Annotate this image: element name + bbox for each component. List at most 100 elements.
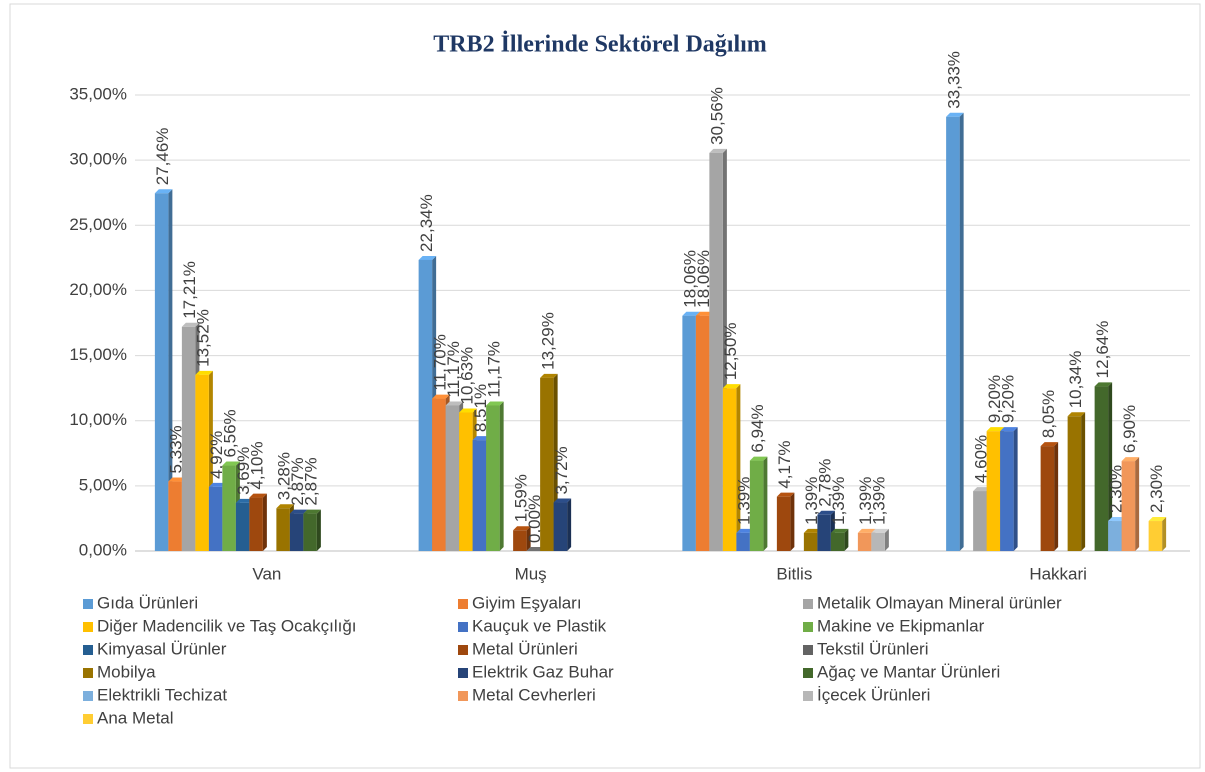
bar-side bbox=[168, 189, 173, 552]
bar-side bbox=[499, 401, 504, 551]
bar-side bbox=[1054, 442, 1059, 551]
bar bbox=[986, 431, 1001, 551]
bar-top bbox=[235, 498, 254, 503]
bar bbox=[749, 460, 764, 551]
bar-side bbox=[567, 498, 572, 551]
data-label: 1,59% bbox=[511, 474, 530, 522]
bar-top bbox=[986, 427, 1005, 432]
bar-top bbox=[445, 401, 464, 406]
bar-top bbox=[1121, 457, 1140, 462]
bar-top bbox=[486, 401, 504, 406]
bar bbox=[418, 259, 433, 551]
legend-label: Metal Ürünleri bbox=[472, 639, 578, 658]
bar bbox=[486, 405, 500, 551]
bar bbox=[682, 315, 696, 551]
legend-swatch bbox=[803, 691, 813, 701]
bar bbox=[276, 508, 290, 551]
data-label: 4,10% bbox=[248, 441, 267, 489]
bar bbox=[553, 502, 568, 551]
bar-side bbox=[1081, 412, 1086, 551]
bar-top bbox=[276, 504, 294, 509]
bar-top bbox=[303, 509, 321, 514]
bar-top bbox=[1040, 442, 1059, 447]
legend-label: İçecek Ürünleri bbox=[817, 685, 930, 704]
bar-side bbox=[316, 509, 321, 551]
data-label: 18,06% bbox=[681, 250, 700, 308]
legend-label: Elektrik Gaz Buhar bbox=[472, 662, 614, 681]
data-label: 5,33% bbox=[167, 425, 186, 473]
bar bbox=[817, 514, 831, 551]
bar-top bbox=[195, 370, 213, 375]
data-label: 6,90% bbox=[1120, 405, 1139, 453]
legend-swatch bbox=[803, 599, 813, 609]
data-label: 1,39% bbox=[856, 477, 875, 525]
bar-side bbox=[526, 526, 531, 551]
bar bbox=[540, 377, 554, 551]
data-label: 1,39% bbox=[735, 477, 754, 525]
bar bbox=[235, 502, 250, 551]
bar-top bbox=[513, 526, 531, 531]
data-label: 4,92% bbox=[207, 431, 226, 479]
bar-top bbox=[1108, 517, 1126, 522]
bar-top bbox=[289, 509, 308, 514]
data-label: 3,72% bbox=[552, 446, 571, 494]
legend-label: Ağaç ve Mantar Ürünleri bbox=[817, 662, 1000, 681]
data-label: 3,69% bbox=[234, 447, 253, 495]
bar bbox=[303, 513, 317, 551]
bar-top bbox=[973, 487, 991, 492]
bar-top bbox=[830, 528, 849, 533]
bar bbox=[736, 532, 750, 551]
bar bbox=[1108, 521, 1122, 551]
bar-top bbox=[208, 482, 227, 487]
bar-top bbox=[695, 311, 714, 316]
bar bbox=[222, 465, 236, 551]
bar-top bbox=[154, 189, 173, 194]
bar-top bbox=[871, 528, 889, 533]
bar-top bbox=[709, 148, 727, 153]
bar bbox=[154, 193, 169, 552]
bar-top bbox=[1148, 517, 1167, 522]
data-label: 2,87% bbox=[302, 457, 321, 505]
bar bbox=[695, 315, 710, 551]
x-tick-label: Hakkari bbox=[1029, 564, 1087, 583]
bar-top bbox=[817, 510, 835, 515]
data-label: 11,17% bbox=[444, 341, 463, 397]
bar bbox=[472, 440, 487, 551]
bar bbox=[776, 496, 791, 551]
legend-label: Mobilya bbox=[97, 662, 156, 681]
data-label: 9,20% bbox=[985, 375, 1004, 423]
data-label: 27,46% bbox=[153, 128, 172, 186]
data-label: 2,78% bbox=[816, 459, 835, 507]
y-tick-label: 5,00% bbox=[79, 475, 127, 494]
y-tick-label: 30,00% bbox=[69, 150, 127, 169]
bar-side bbox=[844, 528, 849, 551]
x-tick-label: Muş bbox=[515, 564, 547, 583]
data-label: 3,28% bbox=[275, 452, 294, 500]
data-label: 30,56% bbox=[708, 87, 727, 145]
y-tick-label: 0,00% bbox=[79, 540, 127, 559]
legend-label: Diğer Madencilik ve Taş Ocakçılığı bbox=[97, 616, 357, 635]
bar bbox=[1067, 416, 1082, 551]
data-label: 6,94% bbox=[748, 404, 767, 452]
legend-label: Elektrikli Techizat bbox=[97, 685, 227, 704]
bar bbox=[1094, 386, 1109, 551]
data-label: 4,17% bbox=[775, 440, 794, 488]
y-tick-label: 25,00% bbox=[69, 215, 127, 234]
bar-top bbox=[181, 322, 200, 327]
legend-swatch bbox=[83, 691, 93, 701]
legend-swatch bbox=[458, 691, 468, 701]
bar-side bbox=[262, 493, 267, 551]
data-label: 12,64% bbox=[1093, 321, 1112, 379]
x-tick-label: Bitlis bbox=[776, 564, 812, 583]
bar bbox=[1148, 521, 1163, 551]
bar-top bbox=[540, 373, 558, 378]
bar-top bbox=[857, 528, 876, 533]
bar-side bbox=[1162, 517, 1167, 551]
data-label: 9,20% bbox=[998, 375, 1017, 423]
bar bbox=[513, 530, 527, 551]
data-label: 2,30% bbox=[1106, 465, 1125, 513]
bar-top bbox=[776, 492, 795, 497]
bar-side bbox=[736, 384, 741, 551]
data-label: 11,17% bbox=[484, 341, 503, 397]
